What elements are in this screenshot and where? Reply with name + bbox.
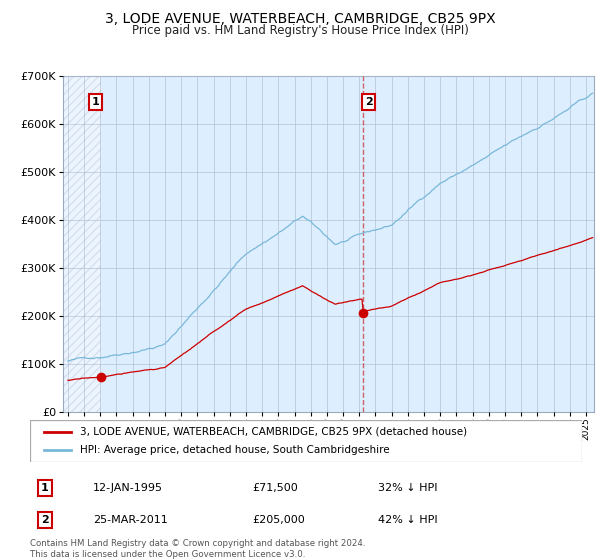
Text: Contains HM Land Registry data © Crown copyright and database right 2024.
This d: Contains HM Land Registry data © Crown c… xyxy=(30,539,365,559)
Text: Price paid vs. HM Land Registry's House Price Index (HPI): Price paid vs. HM Land Registry's House … xyxy=(131,24,469,36)
Bar xyxy=(63,76,101,412)
Text: 2: 2 xyxy=(41,515,49,525)
Text: £205,000: £205,000 xyxy=(252,515,305,525)
Text: £71,500: £71,500 xyxy=(252,483,298,493)
Text: 2: 2 xyxy=(365,97,373,107)
Text: 25-MAR-2011: 25-MAR-2011 xyxy=(93,515,168,525)
Text: 1: 1 xyxy=(91,97,99,107)
Text: 12-JAN-1995: 12-JAN-1995 xyxy=(93,483,163,493)
Text: 32% ↓ HPI: 32% ↓ HPI xyxy=(378,483,437,493)
Text: 1: 1 xyxy=(41,483,49,493)
Text: 3, LODE AVENUE, WATERBEACH, CAMBRIDGE, CB25 9PX (detached house): 3, LODE AVENUE, WATERBEACH, CAMBRIDGE, C… xyxy=(80,427,467,437)
Text: 42% ↓ HPI: 42% ↓ HPI xyxy=(378,515,437,525)
Text: HPI: Average price, detached house, South Cambridgeshire: HPI: Average price, detached house, Sout… xyxy=(80,445,389,455)
Text: 3, LODE AVENUE, WATERBEACH, CAMBRIDGE, CB25 9PX: 3, LODE AVENUE, WATERBEACH, CAMBRIDGE, C… xyxy=(104,12,496,26)
